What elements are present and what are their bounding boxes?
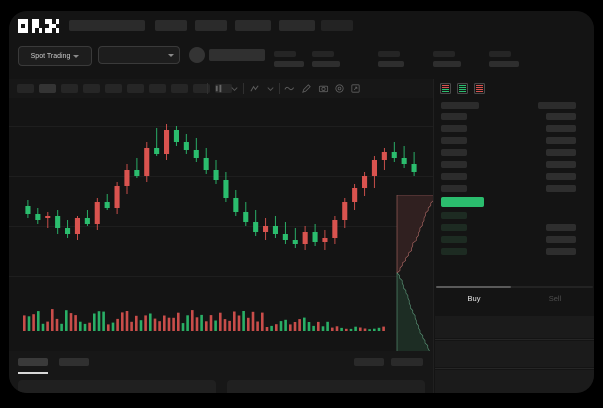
order-form-tabs: Buy Sell [434, 291, 594, 311]
bottom-panel [9, 351, 433, 393]
panel-action-2[interactable] [391, 358, 423, 366]
bid-size-2[interactable] [546, 224, 576, 231]
timeframe-button-4[interactable] [83, 84, 100, 93]
ask-size-4[interactable] [546, 149, 576, 156]
timeframe-button-6[interactable] [127, 84, 144, 93]
app-screen: Spot Trading [9, 11, 594, 393]
timeframe-button-3[interactable] [61, 84, 78, 93]
chevron-down-icon [168, 53, 174, 57]
bid-price-1[interactable] [441, 212, 467, 219]
stat-24h-low [433, 51, 461, 67]
nav-item-1[interactable] [69, 20, 145, 31]
stat-24h-change [312, 51, 340, 67]
bid-size-4[interactable] [546, 248, 576, 255]
trading-pair-select[interactable] [98, 46, 180, 64]
ask-price-1[interactable] [441, 113, 467, 120]
timeframe-button-10[interactable] [215, 84, 232, 93]
timeframe-button-2[interactable] [39, 84, 56, 93]
orderbook-bids-icon[interactable] [457, 83, 468, 94]
nav-item-6[interactable] [321, 20, 353, 31]
orderbook-and-order-form: Buy Sell [433, 79, 594, 393]
orderbook-rows[interactable] [434, 102, 594, 282]
market-mode-label: Spot Trading [30, 52, 71, 60]
indicators-icon[interactable] [249, 83, 260, 94]
nav-item-4[interactable] [235, 20, 271, 31]
orderbook-scrollbar-track [436, 286, 593, 288]
order-total-field[interactable] [435, 370, 594, 393]
stat-24h-volume [489, 51, 519, 67]
ask-size-7[interactable] [546, 185, 576, 192]
market-subheader: Spot Trading [9, 39, 594, 79]
nav-item-3[interactable] [195, 20, 227, 31]
volume-histogram [23, 309, 385, 331]
price-chart-area[interactable] [9, 98, 435, 385]
chart-toolbar [9, 79, 433, 99]
ask-price-7[interactable] [441, 185, 467, 192]
coin-avatar-icon [189, 47, 205, 63]
bid-price-4[interactable] [441, 248, 467, 255]
drawing-pencil-icon[interactable] [301, 83, 312, 94]
orderbook-scrollbar-thumb[interactable] [436, 286, 511, 288]
bottom-card-2[interactable] [227, 380, 425, 393]
chevron-down-icon[interactable] [265, 83, 276, 94]
candlestick-series [25, 124, 417, 250]
ask-size-6[interactable] [546, 173, 576, 180]
timeframe-button-9[interactable] [193, 84, 210, 93]
line-chart-icon[interactable] [284, 83, 295, 94]
tab-open-orders[interactable] [18, 358, 48, 366]
bid-price-2[interactable] [441, 224, 467, 231]
timeframe-button-7[interactable] [149, 84, 166, 93]
timeframe-button-1[interactable] [17, 84, 34, 93]
stat-24h-high [378, 51, 404, 67]
nav-item-2[interactable] [155, 20, 187, 31]
ask-size-5[interactable] [546, 161, 576, 168]
okx-logo-icon[interactable] [18, 19, 59, 33]
candle-type-icon[interactable] [214, 83, 225, 94]
top-navigation-bar [9, 11, 594, 39]
ask-size-2[interactable] [546, 125, 576, 132]
bid-price-3[interactable] [441, 236, 467, 243]
ask-size-1[interactable] [546, 113, 576, 120]
tab-sell[interactable]: Sell [548, 294, 562, 303]
panel-action-1[interactable] [354, 358, 384, 366]
orderbook-both-icon[interactable] [440, 83, 451, 94]
ask-price-2[interactable] [441, 125, 467, 132]
orderbook-asks-icon[interactable] [474, 83, 485, 94]
bottom-card-1[interactable] [18, 380, 216, 393]
ask-size-3[interactable] [546, 137, 576, 144]
fullscreen-expand-icon[interactable] [350, 83, 361, 94]
ask-price-4[interactable] [441, 149, 467, 156]
active-tab-underline [18, 372, 48, 374]
ask-price-6[interactable] [441, 173, 467, 180]
orderbook-mid-price [441, 197, 484, 207]
ask-price-5[interactable] [441, 161, 467, 168]
stat-last-price [274, 51, 304, 67]
order-amount-field[interactable] [435, 341, 594, 367]
chevron-down-icon[interactable] [229, 83, 240, 94]
bid-size-3[interactable] [546, 236, 576, 243]
trading-pair-name [209, 49, 265, 61]
nav-item-5[interactable] [279, 20, 315, 31]
orderbook-header-total [538, 102, 576, 109]
orderbook-display-modes [440, 83, 485, 94]
camera-icon[interactable] [318, 83, 329, 94]
order-price-field[interactable] [435, 316, 594, 338]
orderbook-header-price [441, 102, 479, 109]
market-mode-dropdown[interactable]: Spot Trading [18, 46, 92, 66]
tab-buy[interactable]: Buy [467, 294, 481, 303]
timeframe-button-5[interactable] [105, 84, 122, 93]
tab-order-history[interactable] [59, 358, 89, 366]
settings-gear-icon[interactable] [334, 83, 345, 94]
timeframe-button-8[interactable] [171, 84, 188, 93]
ask-price-3[interactable] [441, 137, 467, 144]
chevron-down-icon [73, 54, 80, 58]
